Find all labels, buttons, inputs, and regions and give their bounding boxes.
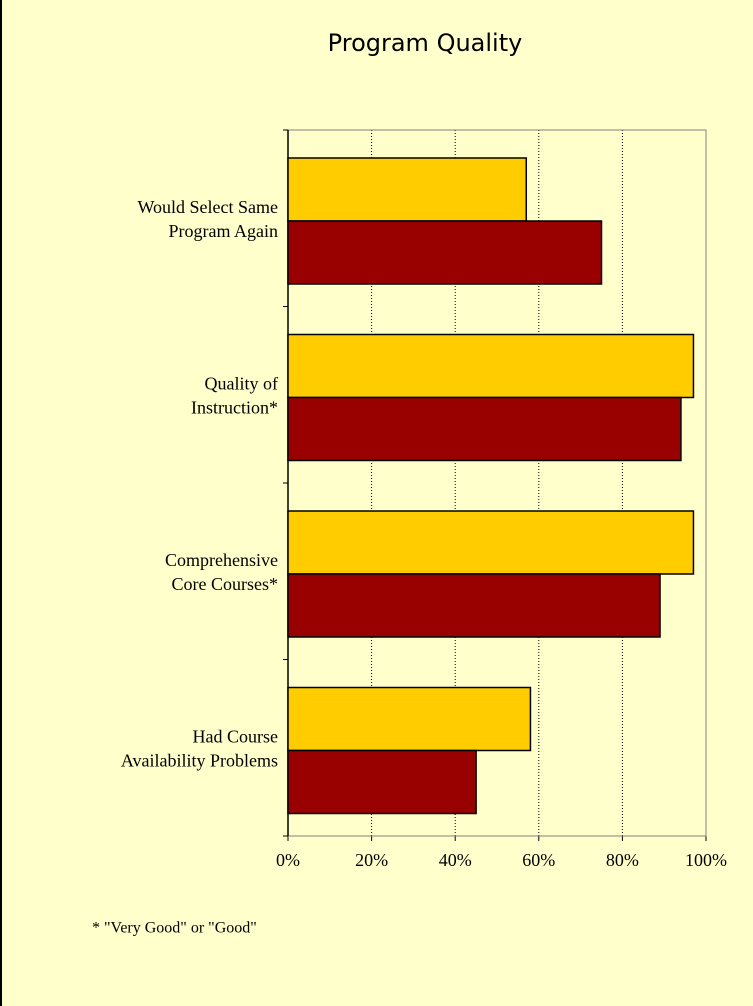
bar — [287, 333, 695, 399]
x-tick-label: 40% — [439, 850, 472, 870]
x-tick-label: 20% — [355, 850, 388, 870]
bar — [287, 686, 532, 752]
y-tick-label: Comprehensive Core Courses* — [165, 550, 278, 594]
bar — [287, 396, 682, 462]
bar — [287, 157, 528, 222]
x-tick-label: 100% — [685, 850, 727, 870]
footnote: * "Very Good" or "Good" — [92, 920, 257, 937]
bar — [287, 749, 477, 815]
x-tick-label: 60% — [522, 850, 555, 870]
y-tick-label: Would Select Same Program Again — [137, 197, 278, 241]
bar — [287, 510, 695, 575]
chart-title: Program Quality — [328, 29, 523, 57]
bar — [287, 220, 603, 285]
x-tick-label: 80% — [606, 850, 639, 870]
x-tick-label: 0% — [276, 850, 300, 870]
y-tick-label: Had Course Availability Problems — [121, 727, 278, 771]
bar — [287, 573, 661, 638]
y-tick-label: Quality of Instruction* — [191, 374, 278, 418]
